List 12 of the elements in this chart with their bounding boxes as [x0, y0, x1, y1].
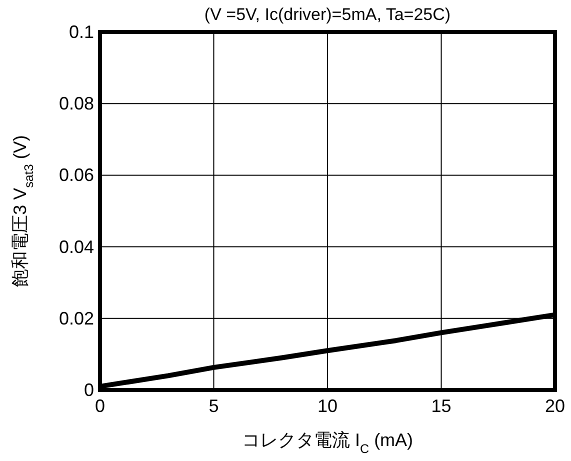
x-tick-label: 10 [317, 396, 338, 416]
y-tick-label: 0.08 [58, 94, 94, 114]
x-tick-label: 5 [208, 396, 219, 416]
y-tick-label: 0.02 [58, 308, 94, 328]
y-tick-label: 0.1 [68, 22, 94, 42]
y-tick-label: 0.06 [58, 165, 94, 186]
x-tick-label: 15 [431, 396, 452, 416]
x-tick-label: 20 [544, 396, 566, 416]
y-tick-label: 0.04 [58, 236, 94, 257]
chart-title: (V =5V, Ic(driver)=5mA, Ta=25C) [204, 5, 451, 24]
x-axis-title: コレクタ電流 I$_{C}$ (mA) [242, 430, 414, 456]
y-tick-label: 0 [84, 380, 94, 400]
